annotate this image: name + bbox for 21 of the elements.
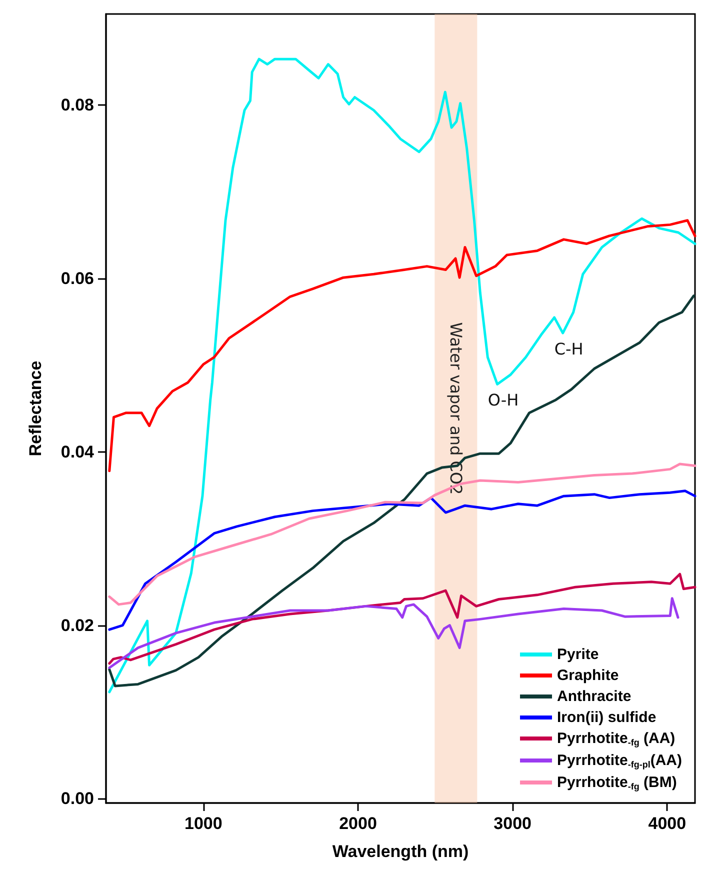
y-tick-label: 0.06 (60, 268, 94, 288)
legend-label: Anthracite (557, 688, 632, 705)
x-tick-label: 2000 (339, 814, 377, 833)
legend-label: Graphite (557, 667, 619, 684)
y-axis-title: Reflectance (26, 360, 45, 456)
line-series (108, 294, 696, 688)
legend-label: Pyrite (557, 646, 599, 663)
annotation: O-H (488, 390, 519, 410)
line-series (108, 597, 680, 669)
x-tick-label: 1000 (184, 814, 222, 833)
x-axis-title: Wavelength (nm) (332, 842, 469, 861)
x-tick-label: 4000 (648, 814, 686, 833)
legend-label: Iron(ii) sulfide (557, 709, 656, 726)
y-tick-label: 0.00 (60, 789, 94, 808)
y-tick-label: 0.08 (60, 96, 94, 115)
y-tick-label: 0.02 (60, 616, 94, 635)
line-series (108, 572, 696, 665)
x-tick-label: 3000 (494, 814, 532, 833)
y-tick-label: 0.04 (60, 442, 95, 462)
line-series (108, 462, 696, 606)
annotation: C-H (554, 340, 584, 359)
